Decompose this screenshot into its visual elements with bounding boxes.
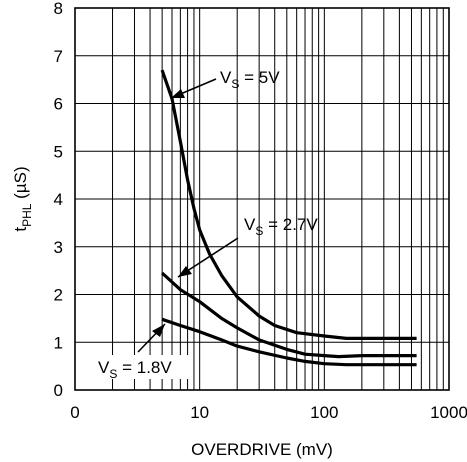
series-label-2v7-main: V [244, 215, 256, 234]
tick-labels: 0 1 2 3 4 5 6 7 8 0 10 100 1000 [54, 0, 467, 422]
y-tick-label: 7 [54, 47, 63, 66]
series-label-5v-sub: S [231, 77, 239, 91]
y-axis-title: tPHL (µS) [11, 166, 34, 231]
series-line-1 [161, 271, 417, 359]
series-label-2v7-rest: = 2.7V [263, 215, 318, 234]
series-label-1v8-bg [95, 355, 189, 379]
series-label-1v8-sub: S [109, 367, 117, 381]
y-axis-title-sub: PHL [20, 203, 34, 227]
y-axis-title-main: t [11, 227, 30, 232]
series-label-5v-rest: = 5V [239, 68, 280, 87]
grid [75, 8, 449, 390]
y-axis-title-units: (µS) [11, 166, 30, 203]
x-tick-label: 10 [190, 403, 209, 422]
arrowhead-1v8 [152, 324, 165, 337]
series-label-2v7-sub: S [255, 224, 263, 238]
series-label-5v: VS = 5V [220, 68, 280, 91]
y-tick-label: 0 [54, 381, 63, 400]
series-line-2 [161, 317, 417, 367]
y-tick-label: 3 [54, 238, 63, 257]
series-group [160, 69, 417, 367]
x-tick-label: 100 [310, 403, 338, 422]
plot-frame [74, 7, 450, 391]
arrowhead-5v [171, 89, 185, 98]
y-tick-label: 6 [54, 95, 63, 114]
series-label-2v7: VS = 2.7V [244, 215, 318, 238]
series-label-5v-main: V [220, 68, 232, 87]
arrowhead-2v7 [178, 266, 192, 277]
y-tick-label: 2 [54, 286, 63, 305]
x-tick-label: 0 [70, 403, 79, 422]
series-label-1v8: VS = 1.8V [98, 358, 172, 381]
y-tick-label: 1 [54, 333, 63, 352]
x-tick-label: 1000 [430, 403, 467, 422]
y-tick-label: 5 [54, 142, 63, 161]
y-tick-label: 4 [54, 190, 63, 209]
x-axis-title: OVERDRIVE (mV) [191, 440, 333, 459]
series-line-0 [160, 69, 417, 340]
series-label-1v8-main: V [98, 358, 110, 377]
y-tick-label: 8 [54, 0, 63, 18]
series-label-1v8-rest: = 1.8V [117, 358, 172, 377]
